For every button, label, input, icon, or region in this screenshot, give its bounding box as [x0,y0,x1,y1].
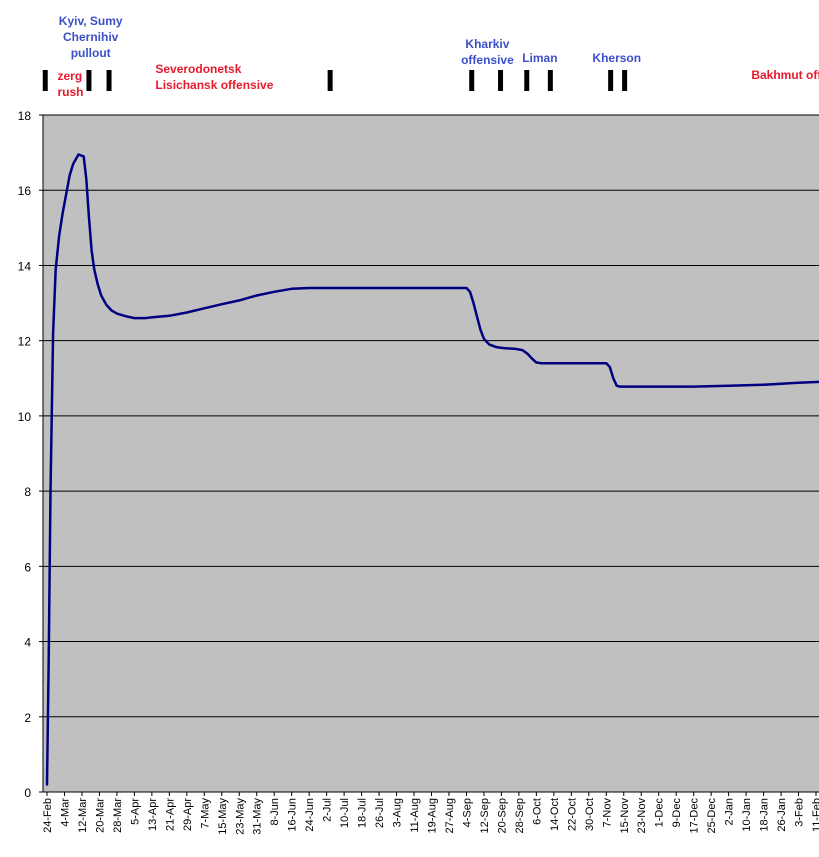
x-tick-label: 29-Apr [182,798,194,831]
x-tick-label: 27-Aug [444,798,456,833]
x-tick-label: 10-Jan [741,798,753,832]
x-tick-label: 12-Mar [77,798,89,833]
x-tick-label: 26-Jan [776,798,788,832]
x-tick-label: 25-Dec [706,798,718,834]
event-marker [608,70,614,91]
annotation-text: Kharkiv [465,37,509,51]
annotation-severodonetsk: Severodonetsk Lisichansk offensive [155,62,273,92]
x-tick-label: 24-Feb [42,798,54,833]
x-tick-label: 21-Apr [164,798,176,831]
event-marker [42,70,48,91]
annotation-text: Liman [522,51,557,65]
x-tick-label: 9-Dec [671,798,683,828]
event-marker [622,70,628,91]
annotation-text: Severodonetsk [155,62,241,76]
x-tick-label: 26-Jul [374,798,386,828]
y-tick-label: 14 [18,259,32,273]
y-tick-label: 10 [18,410,32,424]
event-marker [547,70,553,91]
x-tick-label: 18-Jan [759,798,771,832]
x-tick-label: 8-Jun [269,798,281,826]
annotation-bakhmut: Bakhmut offensive [751,68,819,82]
y-tick-label: 12 [18,335,32,349]
annotation-kherson: Kherson [592,51,641,65]
x-tick-label: 6-Oct [531,798,543,825]
x-tick-label: 4-Sep [461,798,473,827]
x-tick-label: 12-Sep [479,798,491,833]
annotation-text: Chernihiv [63,30,119,44]
annotation-kharkiv: Kharkiv offensive [461,37,514,67]
x-tick-label: 15-May [217,798,229,835]
y-tick-label: 8 [24,485,31,499]
x-tick-label: 23-Nov [636,798,648,834]
annotation-text: zerg [57,69,82,83]
x-tick-label: 16-Jun [287,798,299,832]
x-tick-label: 3-Aug [392,798,404,827]
annotation-zerg: zerg rush [57,69,83,99]
x-tick-label: 14-Oct [549,798,561,831]
x-tick-label: 31-May [252,798,264,835]
event-marker [106,70,112,91]
plot-area [43,115,819,792]
annotation-text: Bakhmut offensive [751,68,819,82]
x-tick-label: 2-Jul [322,798,334,822]
event-marker [327,70,333,91]
x-tick-label: 20-Mar [94,798,106,833]
x-tick-label: 10-Jul [339,798,351,828]
annotation-text: offensive [461,53,514,67]
x-tick-label: 22-Oct [566,798,578,831]
event-marker [498,70,504,91]
x-tick-label: 13-Apr [147,798,159,831]
x-tick-label: 24-Jun [304,798,316,832]
annotation-text: pullout [71,46,111,60]
gridlines [43,114,819,718]
event-marker [86,70,92,91]
x-tick-label: 17-Dec [689,798,701,834]
x-tick-label: 1-Dec [654,798,666,828]
x-tick-label: 28-Mar [112,798,124,833]
y-tick-label: 2 [24,711,31,725]
x-axis: 24-Feb 4-Mar 12-Mar 20-Mar 28-Mar 5-Apr 13-Apr… [42,791,819,835]
x-tick-label: 2-Jan [724,798,736,826]
x-tick-label: 11-Feb [811,798,819,832]
x-tick-label: 7-Nov [601,798,613,828]
x-tick-label: 5-Apr [129,798,141,825]
x-tick-label: 15-Nov [619,798,631,834]
annotation-text: rush [57,85,83,99]
y-tick-label: 18 [18,109,32,123]
y-tick-label: 4 [24,636,31,650]
x-tick-label: 3-Feb [794,798,806,827]
event-annotations: zerg rush Kyiv, Sumy Chernihiv pullout Severo… [57,14,819,99]
x-tick-label: 7-May [199,798,211,829]
x-tick-label: 11-Aug [409,798,421,833]
x-tick-label: 18-Jul [357,798,369,828]
y-axis: 0 2 4 6 8 10 12 14 16 18 [18,109,44,800]
y-tick-label: 0 [24,786,31,800]
y-tick-label: 16 [18,184,32,198]
y-tick-label: 6 [24,560,31,574]
annotation-text: Kherson [592,51,641,65]
event-marker [524,70,530,91]
x-tick-label: 4-Mar [59,798,71,827]
x-tick-label: 28-Sep [514,798,526,833]
x-tick-label: 30-Oct [584,798,596,831]
x-tick-label: 23-May [234,798,246,835]
event-marker [469,70,475,91]
annotation-kyiv: Kyiv, Sumy Chernihiv pullout [59,14,123,60]
series-line [45,153,819,786]
annotation-text: Kyiv, Sumy [59,14,123,28]
x-tick-label: 19-Aug [427,798,439,833]
annotation-text: Lisichansk offensive [155,78,273,92]
annotation-liman: Liman [522,51,557,65]
event-markers [42,70,628,91]
x-tick-label: 20-Sep [496,798,508,833]
